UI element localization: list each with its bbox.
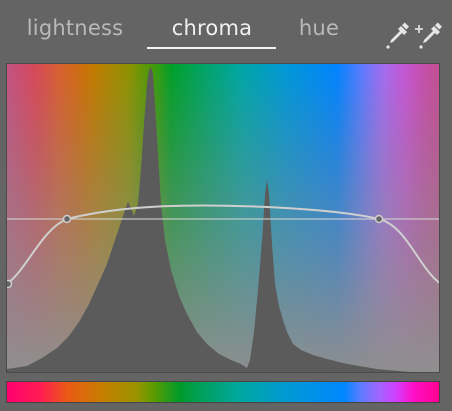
tab-lightness[interactable]: lightness [26,16,124,40]
tab-hue[interactable]: hue [298,16,340,40]
hue-chroma-background [7,64,439,372]
color-picker-icon[interactable] [380,20,412,52]
curve-node[interactable] [374,214,384,224]
curve-graph[interactable] [6,63,440,373]
equalizer-curve[interactable] [7,204,440,285]
active-tab-indicator [147,47,276,49]
hue-gradient-bar [6,381,440,403]
curve-node[interactable] [7,279,13,289]
color-picker-area-icon[interactable] [413,20,445,52]
curve-node[interactable] [62,214,72,224]
histogram [7,67,410,372]
tab-chroma[interactable]: chroma [171,16,253,40]
